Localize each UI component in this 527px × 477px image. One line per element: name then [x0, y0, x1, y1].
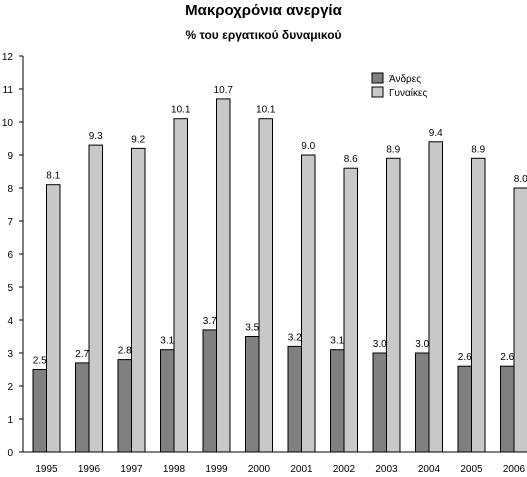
x-tick-label: 2001: [290, 464, 313, 475]
x-tick-label: 2002: [333, 464, 356, 475]
y-tick-label: 9: [7, 151, 13, 162]
y-tick-label: 12: [2, 52, 14, 63]
data-label: 10.1: [171, 105, 191, 116]
y-tick-label: 2: [7, 382, 13, 393]
y-tick-label: 1: [7, 415, 13, 426]
bar-men: [500, 365, 515, 453]
data-label: 2.8: [118, 346, 132, 357]
y-tick-label: 7: [7, 217, 13, 228]
bar-women: [88, 144, 103, 453]
data-label: 3.1: [160, 336, 174, 347]
data-label: 8.1: [46, 171, 60, 182]
bar-women: [386, 157, 401, 453]
legend-label-women: Γυναίκες: [389, 87, 427, 99]
y-tick-label: 6: [7, 250, 13, 261]
data-label: 3.0: [415, 339, 429, 350]
legend-swatch-men: [371, 72, 384, 84]
y-tick-label: 5: [7, 283, 13, 294]
legend-swatch-women: [371, 86, 384, 98]
data-label: 9.0: [301, 141, 315, 152]
data-label: 2.6: [458, 352, 472, 363]
y-tick-label: 10: [2, 118, 14, 129]
bar-men: [202, 329, 217, 453]
data-label: 2.6: [500, 352, 514, 363]
bar-men: [372, 352, 387, 453]
bar-men: [75, 362, 90, 453]
bar-women: [173, 118, 188, 453]
bar-women: [301, 154, 316, 453]
y-tick-label: 4: [7, 316, 13, 327]
data-label: 8.6: [344, 154, 358, 165]
bar-women: [131, 147, 146, 453]
bar-men: [160, 349, 175, 453]
data-label: 10.1: [256, 105, 276, 116]
y-tick-label: 8: [7, 184, 13, 195]
bar-women: [343, 167, 358, 453]
y-tick-label: 11: [3, 85, 14, 96]
bar-men: [32, 369, 47, 453]
bar-men: [415, 352, 430, 453]
x-tick-label: 1998: [163, 464, 186, 475]
x-tick-label: 2003: [375, 464, 398, 475]
x-tick-label: 2006: [503, 464, 526, 475]
x-tick-label: 2004: [418, 464, 441, 475]
legend-label-men: Άνδρες: [389, 74, 421, 85]
data-label: 2.5: [33, 356, 47, 367]
x-tick-label: 1996: [78, 464, 101, 475]
bar-men: [245, 336, 260, 453]
data-label: 9.2: [131, 134, 145, 145]
x-tick-label: 1995: [35, 464, 58, 475]
y-tick-label: 0: [7, 448, 13, 459]
data-label: 10.7: [214, 85, 234, 96]
bar-women: [428, 141, 443, 453]
data-label: 3.1: [330, 336, 344, 347]
bar-men: [117, 359, 132, 453]
data-label: 3.2: [288, 332, 302, 343]
bar-women: [216, 98, 231, 453]
bar-women: [258, 118, 273, 453]
data-label: 2.7: [75, 349, 89, 360]
data-label: 3.5: [245, 323, 259, 334]
bar-women: [46, 184, 61, 453]
data-label: 3.0: [373, 339, 387, 350]
x-tick-label: 2005: [460, 464, 483, 475]
data-label: 3.7: [203, 316, 217, 327]
chart-title: Μακροχρόνια ανεργία: [185, 2, 342, 19]
bar-men: [457, 365, 472, 453]
x-tick-label: 1997: [120, 464, 143, 475]
chart-subtitle: % του εργατικού δυναμικού: [185, 28, 342, 42]
bar-men: [330, 349, 345, 453]
data-label: 9.3: [89, 131, 103, 142]
bar-women: [471, 157, 486, 453]
bar-women: [513, 187, 527, 453]
y-tick-label: 3: [7, 349, 13, 360]
data-label: 9.4: [429, 128, 443, 139]
bar-men: [287, 345, 302, 453]
data-label: 8.9: [386, 144, 400, 155]
x-tick-label: 2000: [248, 464, 271, 475]
x-tick-label: 1999: [205, 464, 228, 475]
data-label: 8.0: [514, 174, 527, 185]
data-label: 8.9: [471, 144, 485, 155]
